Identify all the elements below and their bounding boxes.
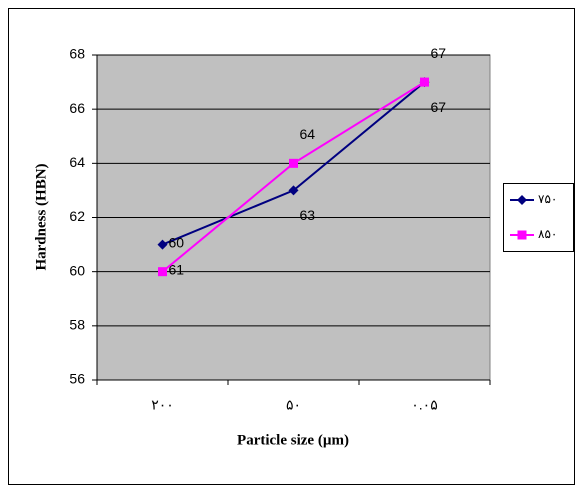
x-tick-label: ۵۰	[286, 397, 301, 413]
data-point	[157, 239, 168, 250]
legend-box	[503, 183, 574, 252]
y-tick-label: 58	[69, 317, 85, 333]
x-tick-label: ۲۰۰	[151, 397, 174, 413]
y-axis-title: Hardness (HBN)	[33, 163, 49, 270]
legend-label: ۷۵۰	[538, 192, 557, 206]
x-axis-title: Particle size (µm)	[237, 432, 349, 448]
legend-marker	[517, 195, 527, 205]
y-tick-label: 68	[69, 46, 85, 62]
y-tick-label: 56	[69, 371, 85, 387]
data-label: 67	[431, 99, 447, 115]
data-label: 60	[169, 234, 185, 250]
x-tick-label: ۰.۰۵	[411, 397, 437, 413]
legend-marker	[517, 230, 527, 240]
data-point	[158, 267, 167, 277]
data-label: 67	[431, 45, 447, 61]
data-point	[289, 158, 298, 168]
y-tick-label: 64	[69, 154, 85, 170]
y-tick-label: 62	[69, 208, 85, 224]
y-tick-label: 66	[69, 100, 85, 116]
data-label: 61	[169, 261, 185, 277]
data-point	[420, 77, 429, 87]
data-point	[288, 185, 299, 196]
data-label: 64	[300, 126, 316, 142]
data-label: 63	[300, 207, 316, 223]
legend-label: ۸۵۰	[538, 227, 557, 241]
y-tick-label: 60	[69, 262, 85, 278]
